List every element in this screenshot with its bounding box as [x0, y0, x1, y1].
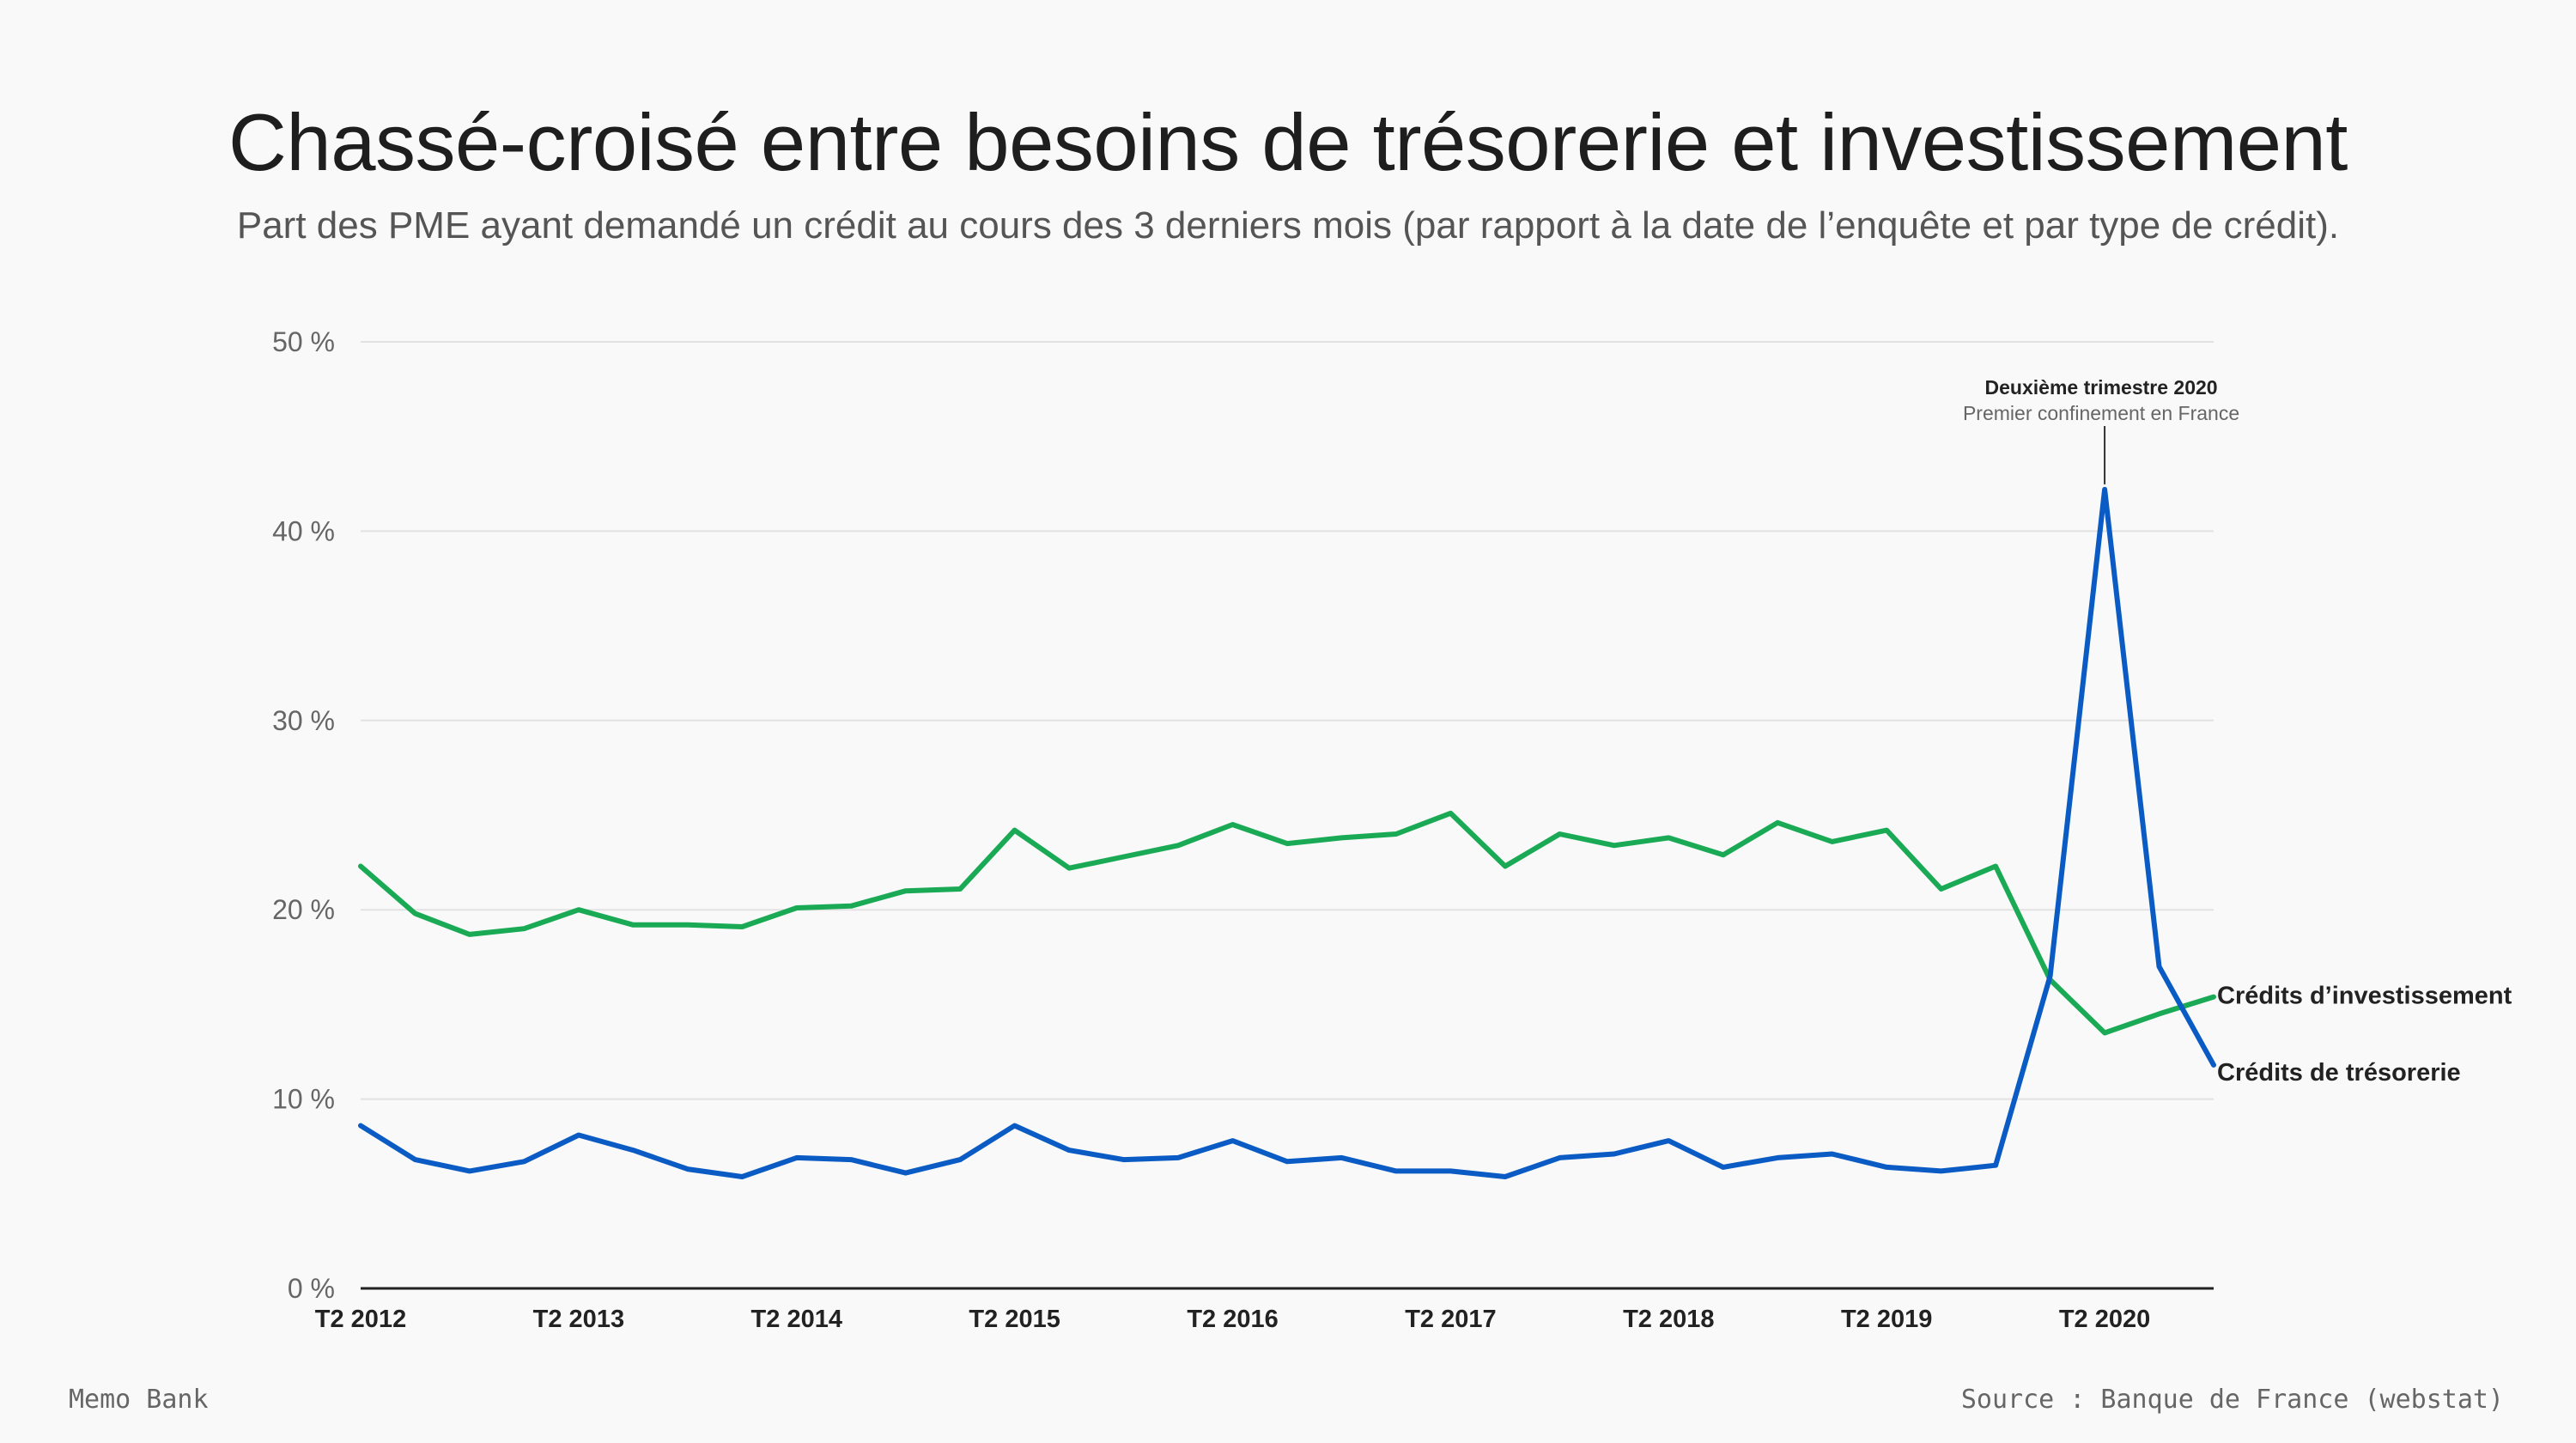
y-tick-label: 40 %: [272, 515, 335, 546]
y-axis-ticks: 0 % 10 % 20 % 30 % 40 % 50 %: [272, 326, 335, 1304]
source-label: Source : Banque de France (webstat): [1960, 1385, 2504, 1415]
annotation-subtitle: Premier confinement en France: [1963, 402, 2239, 424]
series-label-tresorerie: Crédits de trésorerie: [2217, 1059, 2461, 1087]
chart-title: Chassé-croisé entre besoins de trésoreri…: [228, 97, 2348, 187]
x-tick-label: T2 2016: [1187, 1306, 1278, 1333]
x-tick-label: T2 2013: [533, 1306, 624, 1333]
y-tick-label: 50 %: [272, 326, 335, 357]
x-tick-label: T2 2018: [1623, 1306, 1714, 1333]
brand-label: Memo Bank: [69, 1385, 209, 1415]
x-tick-label: T2 2014: [751, 1306, 842, 1333]
y-tick-label: 0 %: [288, 1273, 335, 1304]
series-line-tresorerie: [358, 486, 2216, 1179]
x-tick-label: T2 2017: [1405, 1306, 1496, 1333]
gridlines: [361, 341, 2214, 1100]
annotation: Deuxième trimestre 2020 Premier confineme…: [1963, 376, 2239, 484]
series-label-investissement: Crédits d’investissement: [2217, 983, 2512, 1010]
y-tick-label: 20 %: [272, 894, 335, 925]
x-tick-label: T2 2015: [969, 1306, 1060, 1333]
x-tick-label: T2 2019: [1841, 1306, 1932, 1333]
x-tick-label: T2 2020: [2059, 1306, 2150, 1333]
annotation-title: Deuxième trimestre 2020: [1985, 376, 2218, 399]
x-axis-ticks: T2 2012 T2 2013 T2 2014 T2 2015 T2 2016 T2 20…: [315, 1306, 2150, 1333]
y-tick-label: 10 %: [272, 1084, 335, 1115]
series-line-investissement: [358, 810, 2216, 1036]
series-lines: [358, 486, 2216, 1179]
chart-subtitle: Part des PME ayant demandé un crédit au …: [236, 204, 2340, 247]
series-labels: Crédits d’investissement Crédits de tréso…: [2217, 983, 2512, 1087]
x-tick-label: T2 2012: [315, 1306, 406, 1333]
y-tick-label: 30 %: [272, 705, 335, 736]
